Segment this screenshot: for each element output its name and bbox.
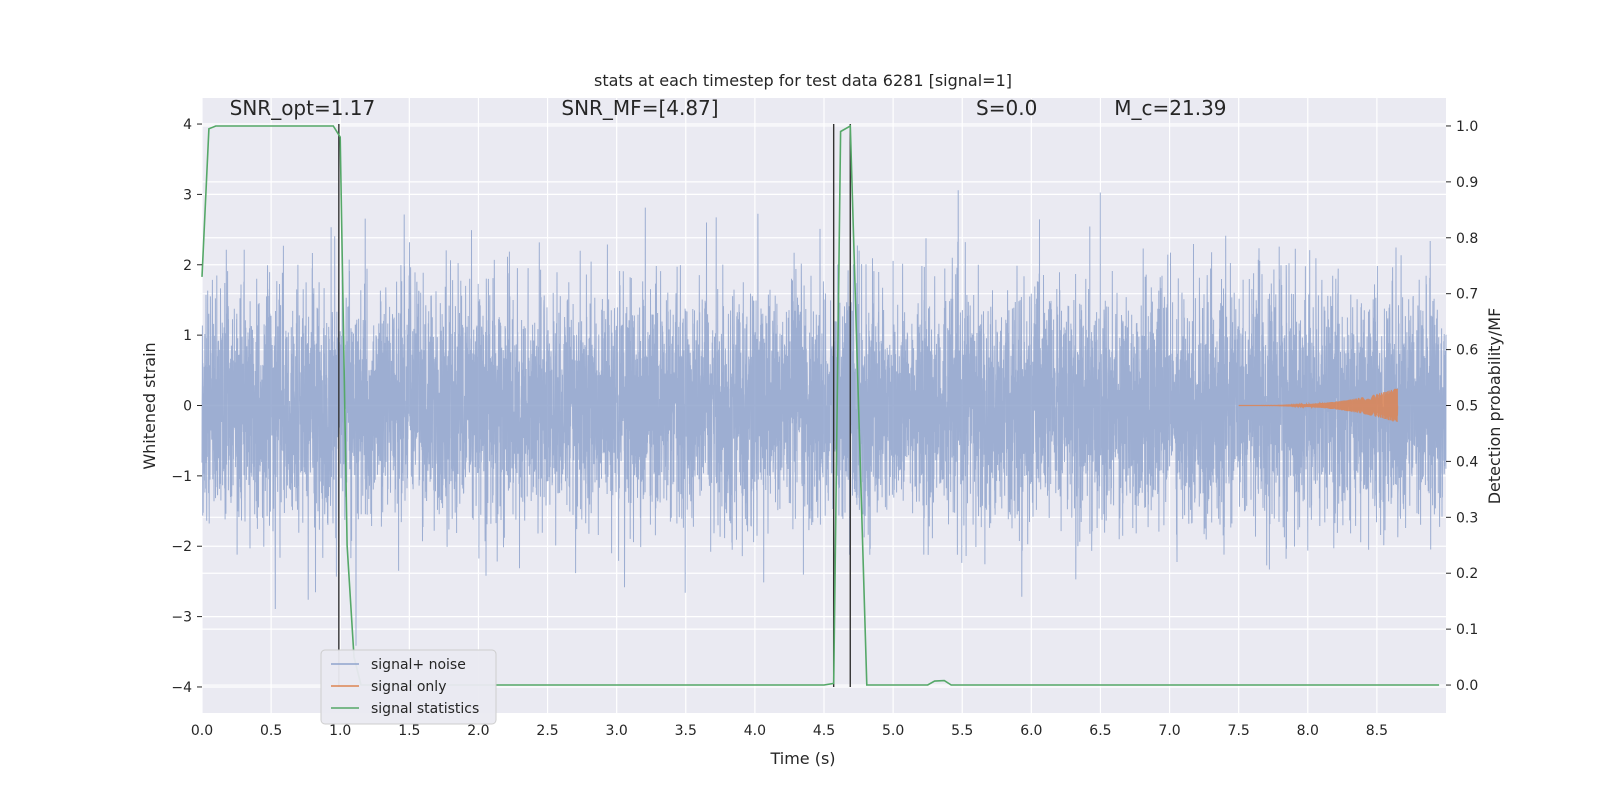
y-tick-label-left: 4 xyxy=(183,117,192,133)
signal-statistics-line xyxy=(201,124,1440,686)
stat-series xyxy=(201,124,1440,686)
x-tick-label: 7.5 xyxy=(1228,723,1250,739)
noise-series xyxy=(201,190,1447,646)
y-tick-label-right: 0.7 xyxy=(1456,287,1478,303)
x-tick-label: 3.0 xyxy=(606,723,628,739)
y-tick-label-right: 1.0 xyxy=(1456,119,1478,135)
signal-series xyxy=(1238,388,1399,423)
y-ticks-right: 1.0 0.9 0.8 0.7 0.6 0.5 0.4 0.3 0.2 0.1 0.0 xyxy=(1446,119,1478,694)
x-ticks: 0.0 0.5 1.0 1.5 2.0 2.5 3.0 3.5 4.0 4.5 5.0 5.5 6.0 6… xyxy=(191,723,1388,739)
x-tick-label: 8.5 xyxy=(1366,723,1388,739)
legend-label: signal statistics xyxy=(371,701,479,717)
vertical-markers xyxy=(338,124,851,687)
x-tick-label: 6.5 xyxy=(1089,723,1111,739)
x-tick-label: 8.0 xyxy=(1297,723,1319,739)
y-tick-label-left: 1 xyxy=(183,328,192,344)
x-tick-label: 5.5 xyxy=(951,723,973,739)
x-tick-label: 6.0 xyxy=(1020,723,1042,739)
y-tick-label-left: 2 xyxy=(183,258,192,274)
x-tick-label: 5.0 xyxy=(882,723,904,739)
x-tick-label: 0.5 xyxy=(260,723,282,739)
y-tick-label-right: 0.4 xyxy=(1456,454,1478,470)
annotation-text: SNR_MF=[4.87] xyxy=(561,96,718,120)
y-tick-label-right: 0.5 xyxy=(1456,399,1478,415)
x-tick-label: 7.0 xyxy=(1158,723,1180,739)
y-tick-label-right: 0.1 xyxy=(1456,622,1478,638)
x-tick-label: 3.5 xyxy=(675,723,697,739)
x-tick-label: 2.0 xyxy=(467,723,489,739)
x-tick-label: 1.5 xyxy=(398,723,420,739)
y-tick-label-left: 3 xyxy=(183,187,192,203)
legend: signal+ noise signal only signal statistic… xyxy=(320,649,497,725)
y-axis-label-left: Whitened strain xyxy=(140,342,159,469)
signal-noise-line xyxy=(201,190,1447,646)
x-tick-label: 1.0 xyxy=(329,723,351,739)
y-tick-label-right: 0.9 xyxy=(1456,175,1478,191)
y-tick-label-right: 0.2 xyxy=(1456,566,1478,582)
chart-title: stats at each timestep for test data 628… xyxy=(594,71,1012,90)
y-tick-label-right: 0.6 xyxy=(1456,343,1478,359)
y-tick-label-left: −3 xyxy=(171,610,192,626)
legend-label: signal only xyxy=(371,679,446,695)
y-tick-label-right: 0.8 xyxy=(1456,231,1478,247)
x-tick-label: 0.0 xyxy=(191,723,213,739)
annotations: SNR_opt=1.17 SNR_MF=[4.87] S=0.0 M_c=21.39 xyxy=(230,96,1227,120)
signal-only-line xyxy=(1238,388,1399,423)
legend-label: signal+ noise xyxy=(371,657,466,673)
x-axis-label: Time (s) xyxy=(769,749,835,768)
y-tick-label-right: 0.0 xyxy=(1456,678,1478,694)
legend-box xyxy=(320,649,497,725)
y-axis-label-right: Detection probability/MF xyxy=(1485,308,1504,505)
annotation-text: M_c=21.39 xyxy=(1114,96,1226,120)
y-tick-label-left: −2 xyxy=(171,539,192,555)
x-tick-label: 2.5 xyxy=(536,723,558,739)
y-tick-label-left: 0 xyxy=(183,399,192,415)
x-tick-label: 4.0 xyxy=(744,723,766,739)
y-tick-label-right: 0.3 xyxy=(1456,510,1478,526)
y-ticks-left: 4 3 2 1 0 −1 −2 −3 −4 xyxy=(171,117,202,696)
annotation-text: SNR_opt=1.17 xyxy=(230,96,376,120)
annotation-text: S=0.0 xyxy=(976,96,1037,120)
x-tick-label: 4.5 xyxy=(813,723,835,739)
y-tick-label-left: −4 xyxy=(171,680,192,696)
y-tick-label-left: −1 xyxy=(171,469,192,485)
